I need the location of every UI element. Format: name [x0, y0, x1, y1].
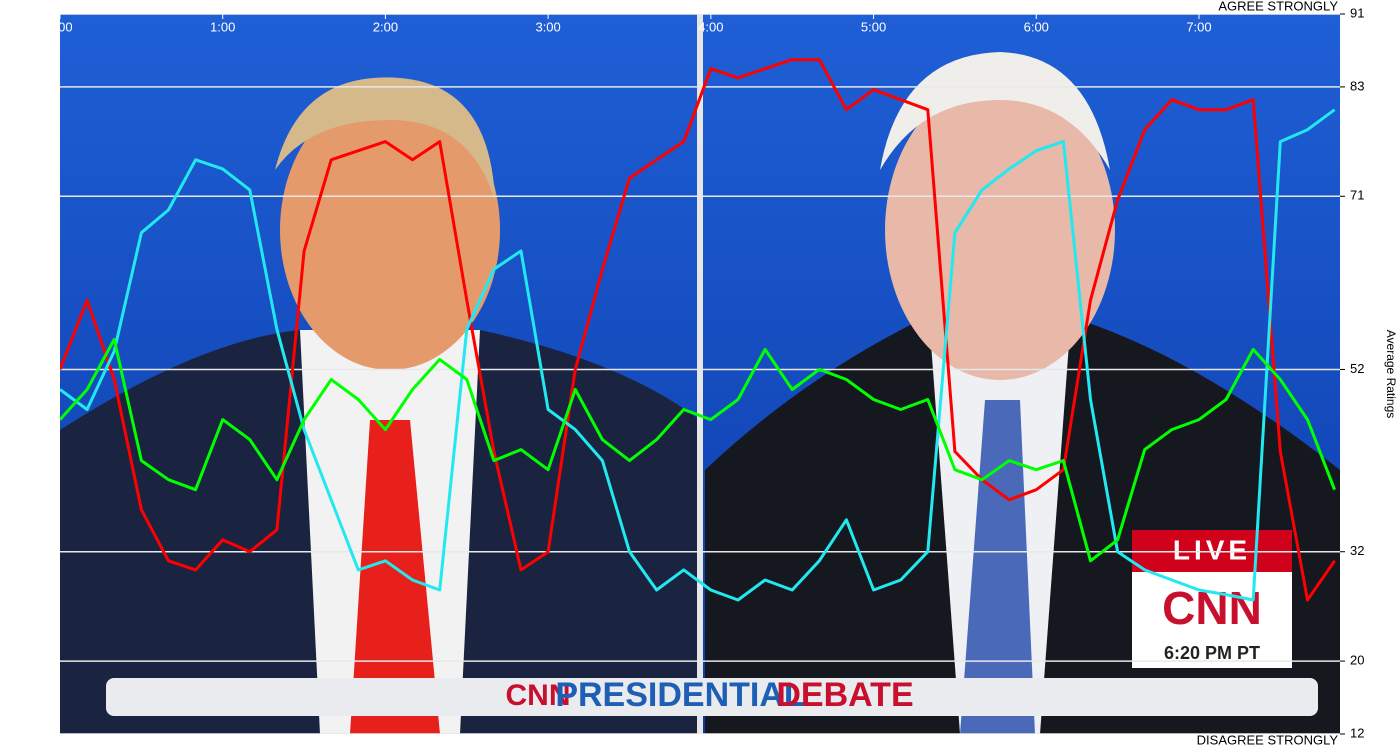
- tie-right: [960, 400, 1035, 734]
- banner: [106, 678, 1318, 716]
- top-axis-label: AGREE STRONGLY: [1218, 0, 1338, 13]
- banner-title-left: PRESIDENTIAL: [555, 676, 804, 714]
- y-tick-label: 52: [1350, 361, 1364, 376]
- split-divider: [697, 14, 703, 734]
- y-tick-label: 71: [1350, 188, 1364, 203]
- y-tick-label: 91: [1350, 5, 1364, 20]
- x-tick-label: 0:00: [47, 19, 72, 34]
- x-tick-label: 5:00: [861, 19, 886, 34]
- series-line: [60, 337, 1336, 563]
- y-tick-label: 12: [1350, 725, 1364, 740]
- y-axis-label: Average Ratings: [1384, 330, 1398, 419]
- banner-title-right: DEBATE: [776, 676, 913, 714]
- x-tick-label: 3:00: [535, 19, 560, 34]
- y-tick-label: 83: [1350, 78, 1364, 93]
- bottom-axis-label: DISAGREE STRONGLY: [1197, 732, 1339, 747]
- banner-network: CNN: [506, 679, 571, 712]
- x-tick-label: 2:00: [373, 19, 398, 34]
- hair-right: [880, 52, 1110, 170]
- x-tick-label: 6:00: [1024, 19, 1049, 34]
- tie-left: [350, 420, 440, 734]
- series-line: [60, 58, 1336, 602]
- x-tick-label: 7:00: [1186, 19, 1211, 34]
- live-time: 6:20 PM PT: [1164, 643, 1260, 663]
- plot-layer: 0:00 1:00 2:00 3:00 4:00 5:00 6:00 7:00: [47, 14, 1340, 734]
- x-tick-label: 1:00: [210, 19, 235, 34]
- y-tick-label: 32: [1350, 543, 1364, 558]
- live-label: LIVE: [1173, 534, 1251, 565]
- series-line: [60, 108, 1336, 602]
- hair-left: [275, 77, 495, 200]
- y-tick-label: 20: [1350, 653, 1364, 668]
- live-network: CNN: [1162, 582, 1262, 634]
- x-tick-label: 4:00: [698, 19, 723, 34]
- video-frame: CNN PRESIDENTIAL DEBATE LIVE CNN 6:20 PM…: [60, 14, 1340, 734]
